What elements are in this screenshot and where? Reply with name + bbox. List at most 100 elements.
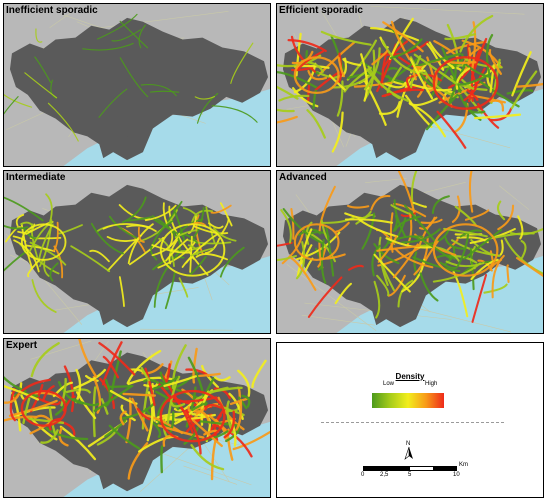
density-segment (369, 26, 420, 42)
density-segment (412, 235, 452, 260)
density-segment (485, 33, 494, 77)
map-panel-efficient-sporadic: Efficient sporadic (276, 3, 544, 167)
density-segment (9, 387, 17, 422)
port-pier (393, 134, 397, 145)
density-segment (337, 56, 346, 78)
density-segment (488, 49, 503, 75)
density-segment (107, 234, 142, 272)
density-segment (160, 445, 164, 474)
map-panel-intermediate: Intermediate (3, 170, 271, 334)
north-label: N (406, 441, 411, 447)
density-segment (381, 88, 425, 98)
density-segment (122, 392, 156, 397)
density-segment (4, 196, 44, 222)
density-segment (30, 342, 60, 378)
port-pier (400, 136, 404, 147)
density-segment (144, 204, 177, 222)
density-segment (373, 280, 381, 319)
density-segment (70, 245, 111, 273)
scale-label: 5 (408, 472, 412, 478)
density-segment (377, 235, 398, 263)
density-segment (164, 272, 176, 310)
density-segment (378, 101, 401, 115)
density-segment (282, 208, 324, 245)
density-segment (363, 47, 381, 91)
density-segment (47, 102, 79, 142)
density-segment (464, 101, 486, 114)
density-segment (100, 398, 109, 415)
density-segment (330, 35, 345, 72)
density-segment (190, 444, 225, 471)
density-segment (325, 225, 335, 277)
density-segment (4, 93, 33, 108)
density-segment (52, 221, 59, 252)
density-segment (178, 277, 189, 298)
density-segment (361, 212, 376, 250)
density-segment (49, 262, 59, 282)
outer-road (365, 177, 407, 183)
density-segment (137, 226, 145, 243)
port-pier (379, 298, 383, 309)
map-canvas (277, 171, 543, 333)
ring-road (20, 389, 67, 427)
density-segment (358, 218, 399, 238)
density-segment (48, 417, 61, 431)
density-segment (126, 216, 152, 222)
density-segment (387, 235, 424, 245)
density-segment (416, 244, 461, 263)
density-segment (423, 69, 459, 99)
density-segment (153, 218, 185, 238)
density-segment (277, 71, 319, 90)
density-segment (119, 20, 149, 49)
density-segment (287, 39, 327, 53)
density-segment (497, 204, 515, 231)
density-segment (459, 14, 494, 53)
density-segment (471, 273, 488, 323)
density-segment (214, 376, 231, 382)
density-segment (510, 70, 538, 110)
density-segment (412, 65, 422, 81)
density-segment (170, 402, 186, 408)
density-segment (57, 381, 84, 405)
outer-road (370, 5, 525, 15)
density-segment (92, 375, 102, 414)
density-network (4, 13, 258, 142)
density-segment (190, 247, 215, 257)
density-segment (60, 377, 67, 407)
density-segment (150, 420, 162, 438)
port-pier (386, 300, 390, 311)
density-segment (29, 417, 58, 441)
port-pier (106, 131, 110, 142)
density-segment (194, 95, 215, 100)
density-segment (331, 72, 374, 89)
density-segment (54, 399, 68, 416)
density-segment (469, 247, 475, 291)
ring-road (159, 223, 226, 277)
outer-road (499, 185, 530, 210)
density-segment (58, 224, 83, 235)
outer-road (183, 465, 238, 485)
density-segment (517, 215, 524, 240)
scale-unit: Km (459, 462, 468, 468)
density-segment (412, 256, 461, 273)
port-pier (113, 300, 117, 311)
density-segment (196, 92, 219, 124)
density-segment (277, 254, 297, 262)
density-segment (50, 79, 57, 99)
density-segment (479, 81, 520, 108)
scale-bar (363, 466, 457, 471)
density-segment (119, 410, 127, 426)
density-segment (140, 366, 150, 382)
density-segment (382, 21, 424, 53)
density-segment (136, 407, 151, 421)
density-segment (58, 427, 69, 447)
density-segment (390, 20, 411, 61)
density-segment (8, 399, 58, 417)
density-segment (516, 82, 543, 88)
ring-road (432, 56, 499, 110)
density-segment (27, 259, 41, 278)
density-segment (74, 368, 82, 404)
port-pier (120, 466, 124, 477)
density-segment (471, 21, 477, 72)
density-segment (4, 226, 22, 243)
